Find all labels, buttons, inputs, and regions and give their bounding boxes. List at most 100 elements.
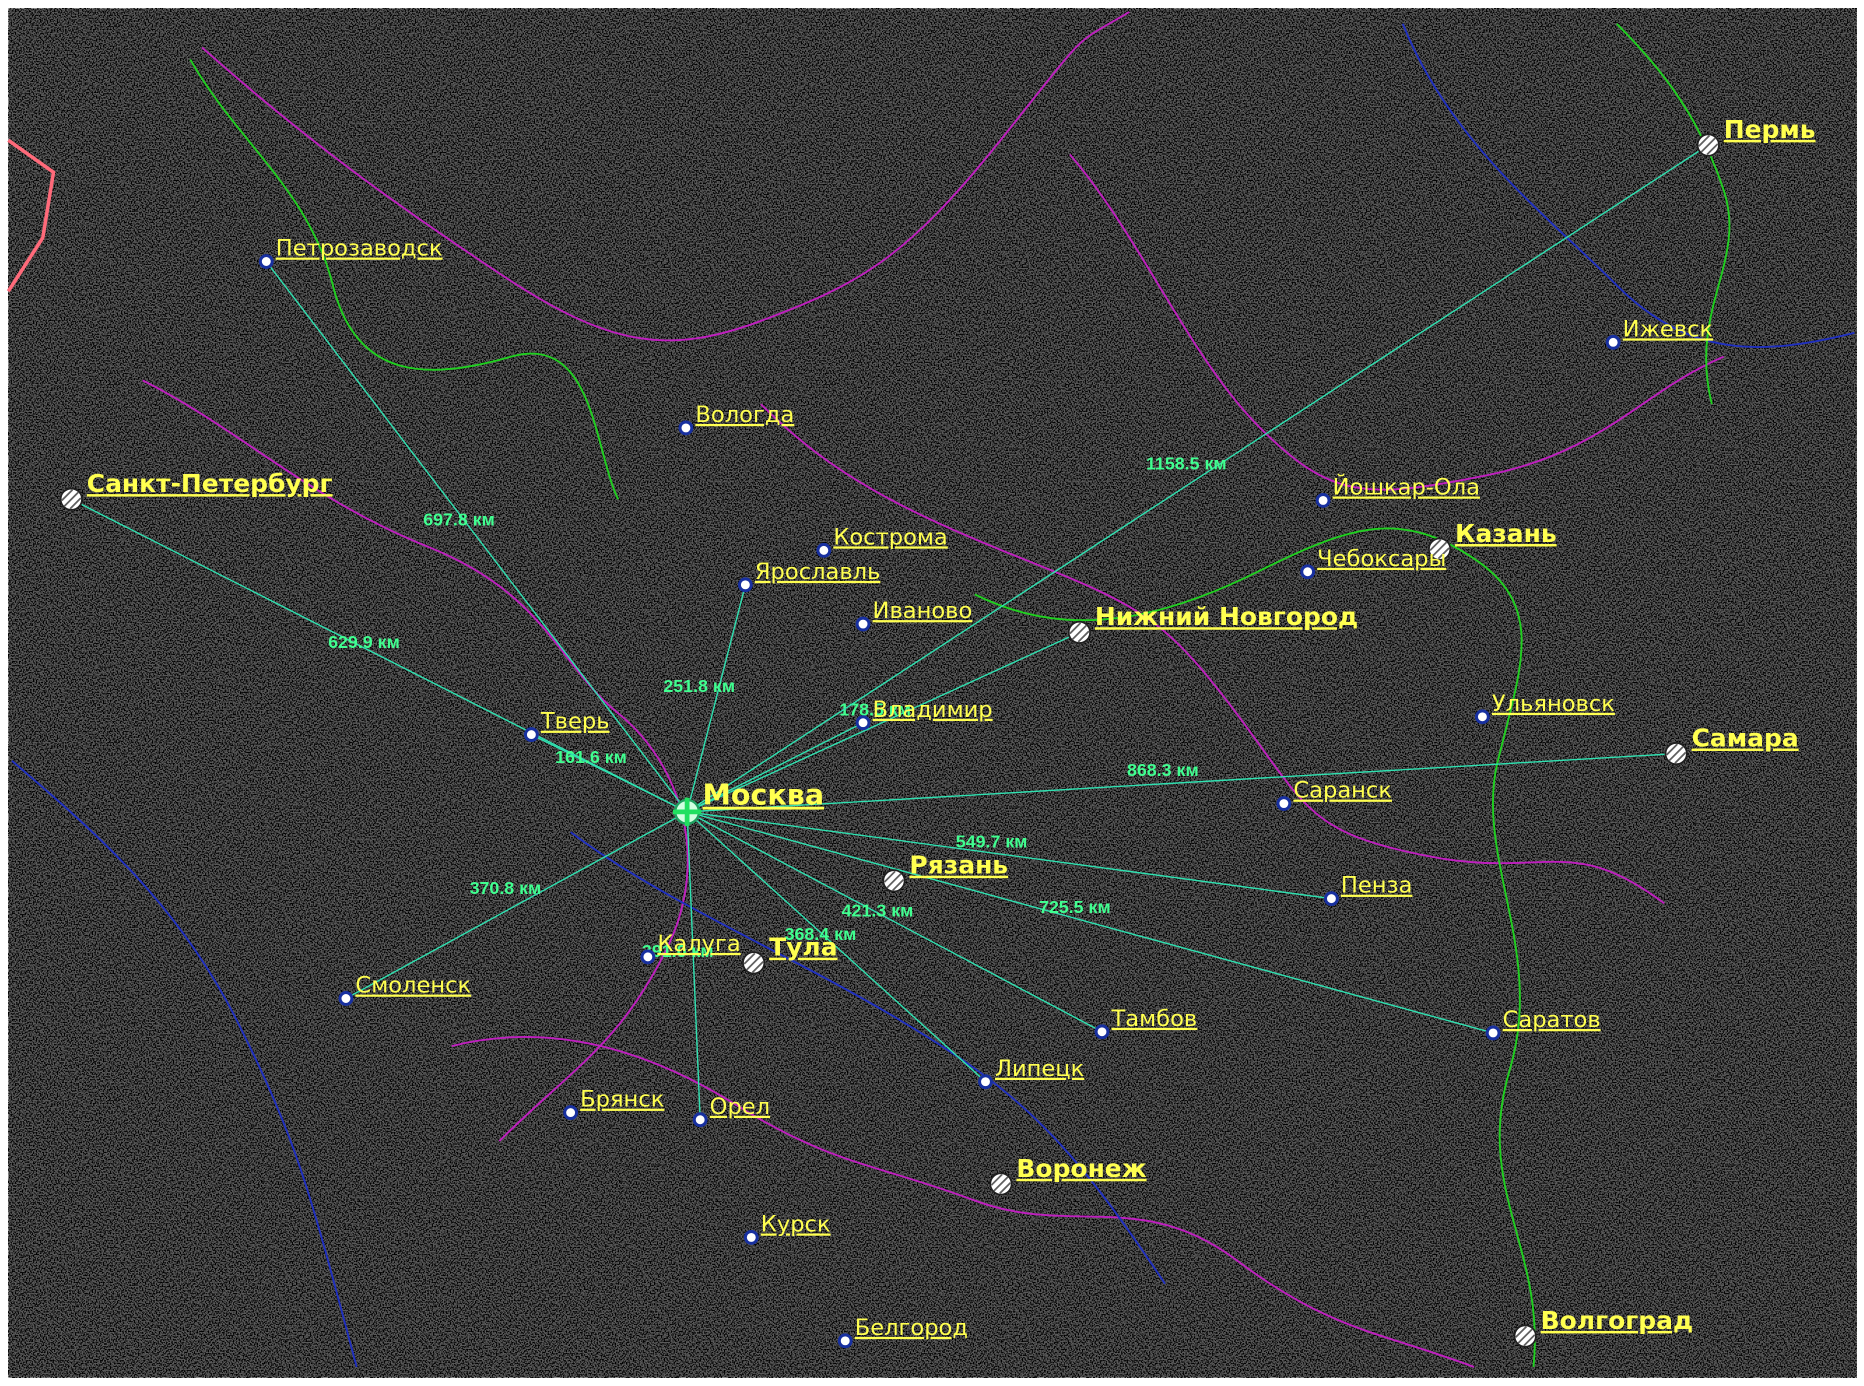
route-line xyxy=(686,811,1494,1034)
city-marker xyxy=(1323,891,1339,907)
city-marker-stripes xyxy=(743,952,764,973)
route-line xyxy=(686,811,701,1120)
city-label: Йошкар-Ола xyxy=(1333,472,1480,500)
city-marker xyxy=(978,1074,993,1090)
city-label: Петрозаводск xyxy=(276,236,443,262)
city-label: Курск xyxy=(761,1211,831,1237)
city-label: Пермь xyxy=(1724,115,1816,144)
city-label: Санкт-Петербург xyxy=(87,469,333,498)
route-line xyxy=(687,811,1332,900)
city-marker xyxy=(1094,1024,1110,1040)
distance-label: 629.9 км xyxy=(328,632,400,652)
city-marker-stripes xyxy=(1698,134,1719,156)
city-label: Самара xyxy=(1692,723,1799,752)
city-marker-stripes xyxy=(61,489,82,510)
city-label: Саратов xyxy=(1503,1007,1601,1033)
river xyxy=(974,527,1536,1368)
region-border xyxy=(201,11,1130,342)
route-line xyxy=(265,261,688,813)
route-line xyxy=(345,811,688,1000)
distance-label: 178.5 км xyxy=(839,700,911,720)
city-label: Волгоград xyxy=(1541,1306,1694,1335)
city-marker xyxy=(816,542,832,558)
boundaries xyxy=(6,11,1855,1368)
city-label: Нижний Новгород xyxy=(1095,602,1358,631)
city-marker-cross xyxy=(672,797,702,827)
distance-label: 370.8 км xyxy=(470,878,542,898)
city-label: Казань xyxy=(1455,519,1557,548)
city-label: Воронеж xyxy=(1016,1154,1146,1183)
route-line xyxy=(686,722,864,813)
route-line xyxy=(686,584,747,813)
region-border xyxy=(451,1036,1475,1368)
city-marker xyxy=(837,1333,853,1349)
city-label: Смоленск xyxy=(355,973,471,999)
city-label: Белгород xyxy=(855,1315,968,1341)
city-label: Ижевск xyxy=(1623,316,1713,342)
city-marker-stripes xyxy=(1429,539,1450,560)
river xyxy=(11,760,358,1368)
city-marker-stripes xyxy=(883,870,905,891)
route-line xyxy=(686,631,1080,813)
city-marker xyxy=(258,254,274,269)
route-line xyxy=(686,144,1709,813)
distance-label: 251.8 км xyxy=(663,676,735,696)
city-marker xyxy=(640,949,656,965)
city-label: Тверь xyxy=(540,709,610,735)
city-marker xyxy=(1315,493,1331,508)
city-marker xyxy=(1605,334,1621,350)
state-border xyxy=(6,138,56,293)
distance-label: 391.0 км xyxy=(642,941,714,961)
routes: 629.9 км 697.8 км 251.8 км 178.5 км 161.6 км… xyxy=(71,144,1709,1120)
city-marker xyxy=(338,991,354,1006)
city-marker-stripes xyxy=(1666,743,1687,764)
city-marker xyxy=(1300,564,1316,580)
city-label: Москва xyxy=(703,779,825,812)
city-label: Калуга xyxy=(657,931,740,957)
city-label: Липецк xyxy=(995,1056,1084,1082)
city-marker xyxy=(1485,1025,1501,1041)
city-label: Чебоксары xyxy=(1317,546,1446,572)
city-label: Орел xyxy=(710,1094,770,1120)
distance-label: 161.6 км xyxy=(555,747,627,767)
river xyxy=(189,58,620,500)
distance-label: 725.5 км xyxy=(1039,897,1111,917)
city-marker-stripes xyxy=(1515,1325,1536,1347)
city-label: Ярославль xyxy=(755,559,881,585)
river xyxy=(1401,23,1855,348)
city-label: Кострома xyxy=(833,524,947,550)
city-marker-stripes xyxy=(1069,622,1090,643)
cities: Москва Санкт-Петербург Петрозаводск Вологда… xyxy=(59,115,1816,1349)
region-border xyxy=(760,403,1665,905)
city-label: Брянск xyxy=(580,1087,664,1113)
city-marker xyxy=(743,1229,759,1245)
distance-label: 549.7 км xyxy=(956,832,1028,852)
distance-label: 421.3 км xyxy=(842,900,914,920)
river xyxy=(1616,23,1731,405)
distance-label: 1158.5 км xyxy=(1146,454,1227,474)
distance-label: 697.8 км xyxy=(423,509,495,529)
city-marker xyxy=(855,715,871,731)
route-line xyxy=(531,733,688,813)
city-marker-stripes xyxy=(990,1173,1012,1195)
city-label: Вологда xyxy=(695,402,794,428)
city-marker xyxy=(523,727,539,743)
city-label: Иваново xyxy=(873,598,973,624)
region-border xyxy=(142,379,689,1142)
city-marker xyxy=(1276,796,1292,811)
city-marker xyxy=(692,1112,708,1128)
distance-label: 368.4 км xyxy=(785,924,857,944)
city-label: Владимир xyxy=(873,697,993,723)
city-marker xyxy=(563,1105,579,1121)
city-label: Пенза xyxy=(1341,873,1412,899)
city-label: Тамбов xyxy=(1111,1006,1198,1032)
city-label: Рязань xyxy=(909,851,1008,880)
city-marker xyxy=(855,616,871,632)
route-line xyxy=(71,498,688,813)
route-line xyxy=(686,811,1103,1033)
city-marker xyxy=(737,577,753,593)
region-border xyxy=(1069,153,1725,491)
city-marker xyxy=(1474,709,1490,725)
city-label: Ульяновск xyxy=(1492,691,1615,717)
